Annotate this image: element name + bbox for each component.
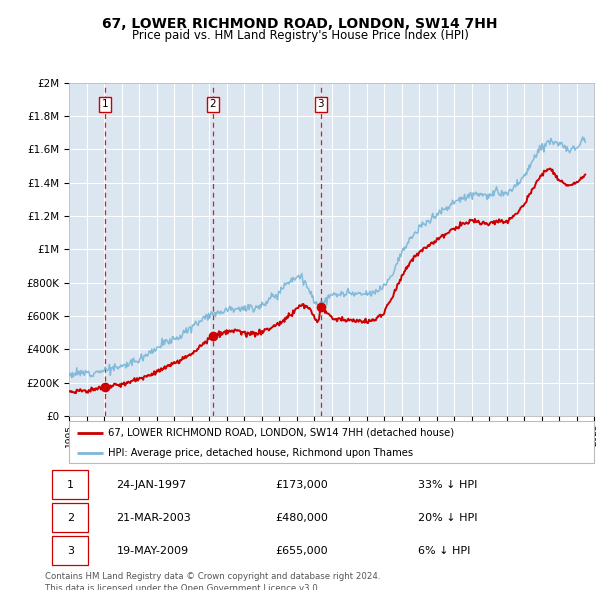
- Text: HPI: Average price, detached house, Richmond upon Thames: HPI: Average price, detached house, Rich…: [109, 448, 413, 457]
- Text: £480,000: £480,000: [275, 513, 328, 523]
- Text: Price paid vs. HM Land Registry's House Price Index (HPI): Price paid vs. HM Land Registry's House …: [131, 30, 469, 42]
- FancyBboxPatch shape: [52, 470, 88, 499]
- FancyBboxPatch shape: [69, 421, 594, 463]
- Text: 67, LOWER RICHMOND ROAD, LONDON, SW14 7HH: 67, LOWER RICHMOND ROAD, LONDON, SW14 7H…: [102, 17, 498, 31]
- Text: 3: 3: [317, 99, 324, 109]
- Text: 3: 3: [67, 546, 74, 556]
- Text: 2: 2: [209, 99, 216, 109]
- Text: £655,000: £655,000: [275, 546, 328, 556]
- Text: Contains HM Land Registry data © Crown copyright and database right 2024.
This d: Contains HM Land Registry data © Crown c…: [45, 572, 380, 590]
- Text: 1: 1: [67, 480, 74, 490]
- Text: 19-MAY-2009: 19-MAY-2009: [116, 546, 188, 556]
- Text: 67, LOWER RICHMOND ROAD, LONDON, SW14 7HH (detached house): 67, LOWER RICHMOND ROAD, LONDON, SW14 7H…: [109, 428, 455, 438]
- FancyBboxPatch shape: [52, 503, 88, 532]
- Text: 2: 2: [67, 513, 74, 523]
- Text: 6% ↓ HPI: 6% ↓ HPI: [418, 546, 470, 556]
- Text: 33% ↓ HPI: 33% ↓ HPI: [418, 480, 478, 490]
- Text: 21-MAR-2003: 21-MAR-2003: [116, 513, 191, 523]
- Text: £173,000: £173,000: [275, 480, 328, 490]
- Text: 20% ↓ HPI: 20% ↓ HPI: [418, 513, 478, 523]
- Text: 1: 1: [102, 99, 109, 109]
- Text: 24-JAN-1997: 24-JAN-1997: [116, 480, 187, 490]
- FancyBboxPatch shape: [52, 536, 88, 565]
